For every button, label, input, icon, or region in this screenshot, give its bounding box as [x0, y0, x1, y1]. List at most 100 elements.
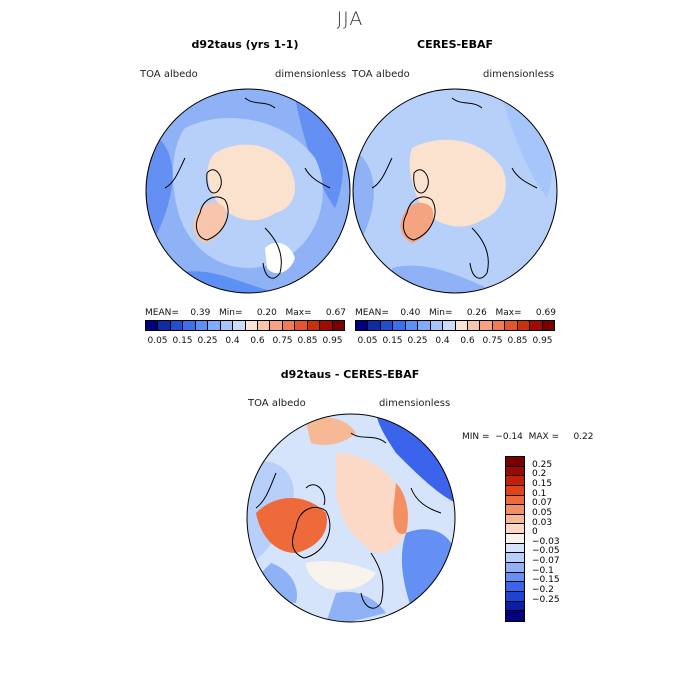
diff-colorbar-tick-label: −0.15 [532, 575, 560, 586]
colorbar-tick-label: 0.6 [250, 336, 265, 346]
panel1-min: 0.20 [256, 308, 277, 318]
panel2-variable: TOA albedo [352, 69, 410, 80]
panel1-max-label: Max= [285, 308, 312, 318]
diff-canada-hotspot [256, 498, 327, 553]
colorbar-swatch [480, 321, 493, 330]
colorbar-tick-label: 0.15 [382, 336, 403, 346]
colorbar-swatch [505, 321, 518, 330]
panel2-max: 0.69 [535, 308, 556, 318]
diff-colorbar-swatch [506, 543, 524, 554]
diff-colorbar-tick-label: 0 [532, 527, 538, 538]
diff-coastlines [255, 432, 442, 609]
diff-colorbar-labels: 0.25 0.2 0.15 0.1 0.07 0.05 0.03 0 −0.03 −0.05 −0.… [532, 456, 572, 622]
colorbar-swatch [418, 321, 431, 330]
panel2-map [352, 88, 558, 294]
panel1-variable: TOA albedo [140, 69, 198, 80]
panel1-colorbar [145, 320, 345, 331]
diff-max: 0.22 [573, 432, 594, 442]
diff-min-label: MIN = [462, 432, 490, 442]
diff-colorbar-tick-label: 0.2 [532, 469, 547, 480]
diff-colorbar-swatch [506, 611, 524, 621]
diff-colorbar-swatch [506, 572, 524, 583]
diff-colorbar-swatch [506, 553, 524, 564]
colorbar-tick-label: 0.95 [322, 336, 343, 346]
season-title: JJA [336, 8, 364, 30]
colorbar-swatch [332, 321, 344, 330]
colorbar-swatch [430, 321, 444, 330]
panel1-mean-label: MEAN= [145, 308, 179, 318]
panel2-stats: MEAN= 0.40 Min= 0.26 Max= 0.69 [355, 308, 556, 318]
panel2-min: 0.26 [466, 308, 487, 318]
panel2-colorbar [355, 320, 555, 331]
colorbar-swatch [208, 321, 221, 330]
diff-map-svg [246, 413, 456, 623]
panel2-colorbar-labels: 0.05 0.15 0.25 0.4 0.6 0.75 0.85 0.95 [355, 336, 555, 348]
panel2-mean: 0.40 [400, 308, 421, 318]
diff-colorbar-swatch [506, 485, 524, 496]
diff-map [246, 413, 456, 623]
diff-colorbar-swatch [506, 457, 524, 467]
diff-colorbar-tick-label: 0.03 [532, 517, 553, 528]
panel2-units: dimensionless [483, 69, 555, 80]
diff-colorbar-tick-label: −0.2 [532, 585, 554, 596]
colorbar-tick-label: 0.85 [507, 336, 528, 346]
panel1-map-svg [145, 88, 351, 294]
panel1-coastlines [164, 97, 331, 279]
colorbar-swatch [170, 321, 184, 330]
colorbar-swatch [257, 321, 271, 330]
colorbar-tick-label: 0.15 [172, 336, 193, 346]
diff-colorbar [505, 456, 525, 622]
panel2-coastlines [371, 97, 538, 279]
panel1-max: 0.67 [325, 308, 346, 318]
diff-max-label: MAX = [528, 432, 560, 442]
panel2-max-label: Max= [495, 308, 522, 318]
diff-colorbar-swatch [506, 476, 524, 486]
diff-colorbar-swatch [506, 591, 524, 602]
colorbar-swatch [183, 321, 196, 330]
colorbar-tick-label: 0.4 [225, 336, 240, 346]
colorbar-swatch [542, 321, 554, 330]
colorbar-swatch [307, 321, 321, 330]
colorbar-tick-label: 0.25 [197, 336, 218, 346]
diff-colorbar-tick-label: −0.1 [532, 565, 554, 576]
colorbar-swatch [282, 321, 296, 330]
panel1-stats: MEAN= 0.39 Min= 0.20 Max= 0.67 [145, 308, 346, 318]
colorbar-swatch [443, 321, 456, 330]
panel2-mean-label: MEAN= [355, 308, 389, 318]
diff-title: d92taus - CERES-EBAF [280, 368, 420, 381]
colorbar-tick-label: 0.6 [460, 336, 475, 346]
panel2-title: CERES-EBAF [417, 38, 493, 51]
panel1-title: d92taus (yrs 1-1) [191, 38, 299, 51]
colorbar-tick-label: 0.85 [297, 336, 318, 346]
colorbar-swatch [455, 321, 468, 330]
colorbar-swatch [270, 321, 283, 330]
colorbar-swatch [356, 321, 369, 330]
diff-colorbar-swatch [506, 563, 524, 573]
colorbar-swatch [158, 321, 171, 330]
colorbar-tick-label: 0.95 [532, 336, 553, 346]
panel2-min-label: Min= [428, 308, 453, 318]
diff-colorbar-tick-label: −0.07 [532, 556, 560, 567]
diff-colorbar-swatch [506, 582, 524, 592]
colorbar-tick-label: 0.25 [407, 336, 428, 346]
diff-colorbar-tick-label: 0.15 [532, 478, 553, 489]
colorbar-tick-label: 0.05 [357, 336, 378, 346]
colorbar-swatch [220, 321, 234, 330]
panel1-colorbar-labels: 0.05 0.15 0.25 0.4 0.6 0.75 0.85 0.95 [145, 336, 345, 348]
panel1-map [145, 88, 351, 294]
colorbar-tick-label: 0.05 [147, 336, 168, 346]
colorbar-swatch [380, 321, 394, 330]
diff-colorbar-tick-label: 0.05 [532, 507, 553, 518]
diff-colorbar-swatch [506, 514, 524, 525]
colorbar-swatch [517, 321, 531, 330]
colorbar-swatch [146, 321, 159, 330]
diff-colorbar-swatch [506, 524, 524, 535]
colorbar-tick-label: 0.75 [482, 336, 503, 346]
diff-units: dimensionless [379, 398, 451, 409]
diff-min: −0.14 [495, 432, 523, 442]
colorbar-swatch [195, 321, 209, 330]
colorbar-swatch [530, 321, 543, 330]
diff-colorbar-tick-label: −0.25 [532, 594, 560, 605]
colorbar-tick-label: 0.75 [272, 336, 293, 346]
diff-colorbar-swatch [506, 601, 524, 612]
